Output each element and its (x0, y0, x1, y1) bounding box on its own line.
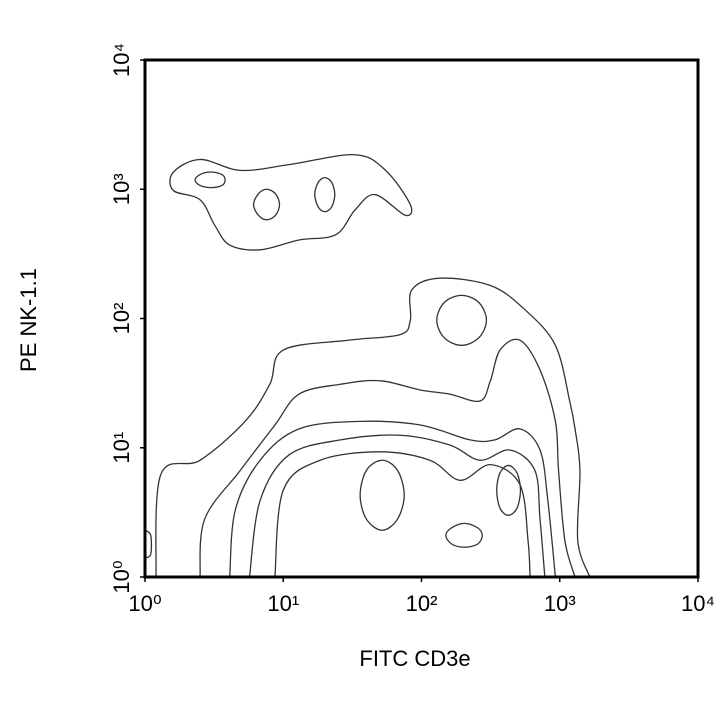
contour-line (314, 176, 336, 213)
y-tick-label: 10¹ (109, 432, 134, 464)
contour-line (274, 451, 531, 577)
contour-line (248, 434, 546, 577)
x-axis-label: FITC CD3e (359, 646, 470, 671)
y-tick-label: 10² (109, 303, 134, 335)
y-tick-label: 10⁴ (109, 43, 134, 77)
y-tick-label: 10⁰ (109, 560, 134, 593)
x-tick-label: 10⁰ (128, 591, 161, 616)
contour-line (199, 338, 576, 577)
contour-line (445, 522, 483, 548)
contour-line (252, 188, 281, 221)
contour-line (145, 529, 153, 559)
contour-line (436, 294, 488, 346)
x-tick-label: 10³ (544, 591, 576, 616)
contour-line (496, 464, 522, 516)
contour-line (194, 171, 226, 189)
contour-line (359, 459, 405, 531)
x-tick-label: 10⁴ (681, 591, 715, 616)
y-tick-label: 10³ (109, 173, 134, 205)
contour-line (155, 277, 591, 577)
y-axis-label: PE NK-1.1 (16, 268, 41, 372)
x-tick-label: 10¹ (267, 591, 299, 616)
contour-line (229, 420, 557, 577)
plot-frame (143, 58, 700, 579)
x-tick-label: 10² (406, 591, 438, 616)
contour-line (169, 154, 413, 251)
